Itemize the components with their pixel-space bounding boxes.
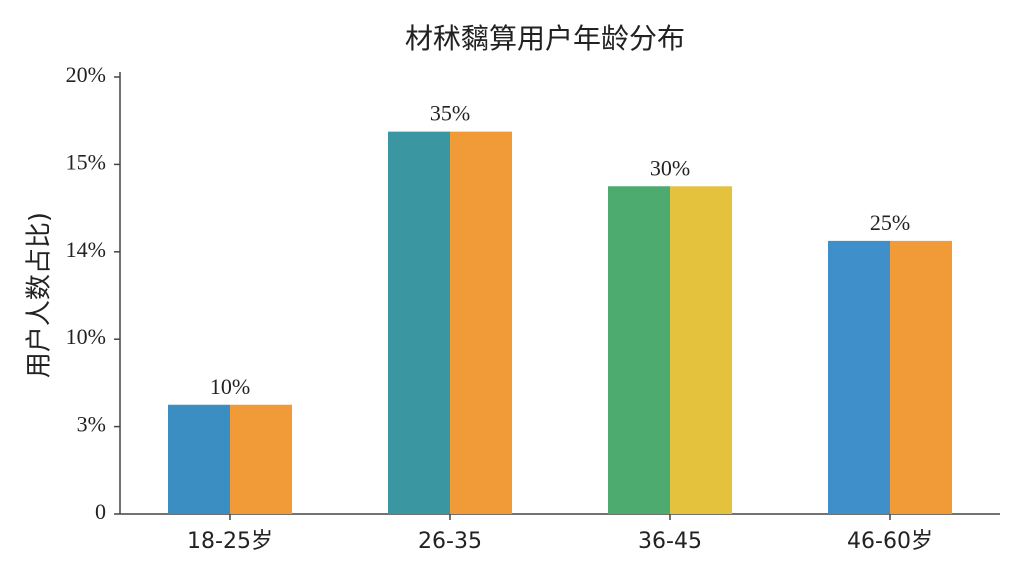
y-axis-label: 用户人数占比) [25,212,55,378]
bar [388,131,450,514]
data-label: 30% [650,155,690,180]
y-tick-label: 3% [77,412,106,437]
data-label: 25% [870,210,910,235]
bar [890,240,952,514]
chart-title: 材秫黐算用户年龄分布 [405,22,685,55]
x-tick-label: 18-25岁 [187,529,273,554]
x-tick-label: 36-45 [638,529,702,554]
x-tick-label: 46-60岁 [847,529,933,554]
y-tick-label: 15% [66,149,106,174]
bar [608,186,670,514]
y-tick-label: 10% [66,324,106,349]
y-tick-label: 20% [66,62,106,87]
bar [230,404,292,514]
x-tick-label: 26-35 [418,529,482,554]
data-label: 10% [210,374,250,399]
bar [168,404,230,514]
bar [670,186,732,514]
y-tick-label: 14% [66,237,106,262]
bar [828,240,890,514]
bar [450,131,512,514]
y-tick-label: 0 [95,499,106,524]
data-label: 35% [430,101,470,126]
